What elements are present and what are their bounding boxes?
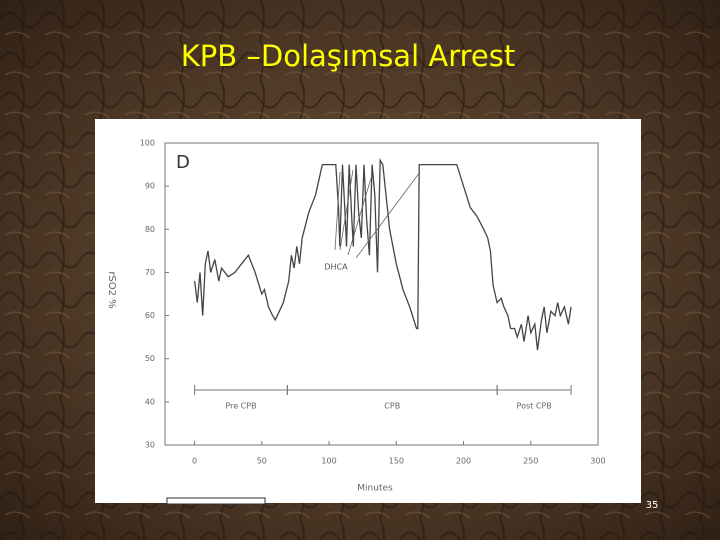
rso2-line [193, 158, 572, 351]
x-tick-label: 50 [257, 457, 267, 466]
annotation: DHCA [324, 263, 348, 272]
x-tick-label: 100 [321, 457, 336, 466]
x-tick-label: 300 [590, 457, 605, 466]
y-axis-label: rSO2 % [106, 271, 117, 308]
phase-label: Post CPB [517, 402, 552, 411]
annotation-pointer [347, 174, 373, 256]
slide-title: KPB –Dolaşımsal Arrest [181, 39, 515, 73]
panel-label: D [176, 152, 190, 173]
phase-label: CPB [384, 402, 400, 411]
y-tick-label: 100 [140, 139, 155, 148]
plot: 30 40 50 60 70 80 90 100 0 50 100 150 200 250 300 Minut… [106, 139, 606, 494]
y-tick-label: 40 [145, 397, 155, 406]
page-number: 35 [646, 500, 659, 511]
annotation-pointer [339, 169, 354, 251]
y-tick-label: 50 [145, 354, 155, 363]
y-tick-label: 60 [145, 311, 155, 320]
x-tick-label: 0 [192, 457, 197, 466]
y-tick-label: 30 [145, 441, 155, 450]
x-tick-label: 250 [523, 457, 538, 466]
annotation-pointer [355, 171, 421, 259]
image-fragment [166, 497, 266, 505]
y-tick-label: 80 [145, 225, 155, 234]
x-tick-label: 200 [456, 457, 471, 466]
y-tick-label: 90 [145, 182, 155, 191]
x-axis-label: Minutes [357, 484, 393, 494]
plot-frame [164, 142, 599, 446]
y-tick-label: 70 [145, 268, 155, 277]
x-tick-label: 150 [389, 457, 404, 466]
annotation-pointer [334, 171, 341, 251]
chart-image [95, 119, 641, 503]
phase-label: Pre CPB [225, 402, 256, 411]
